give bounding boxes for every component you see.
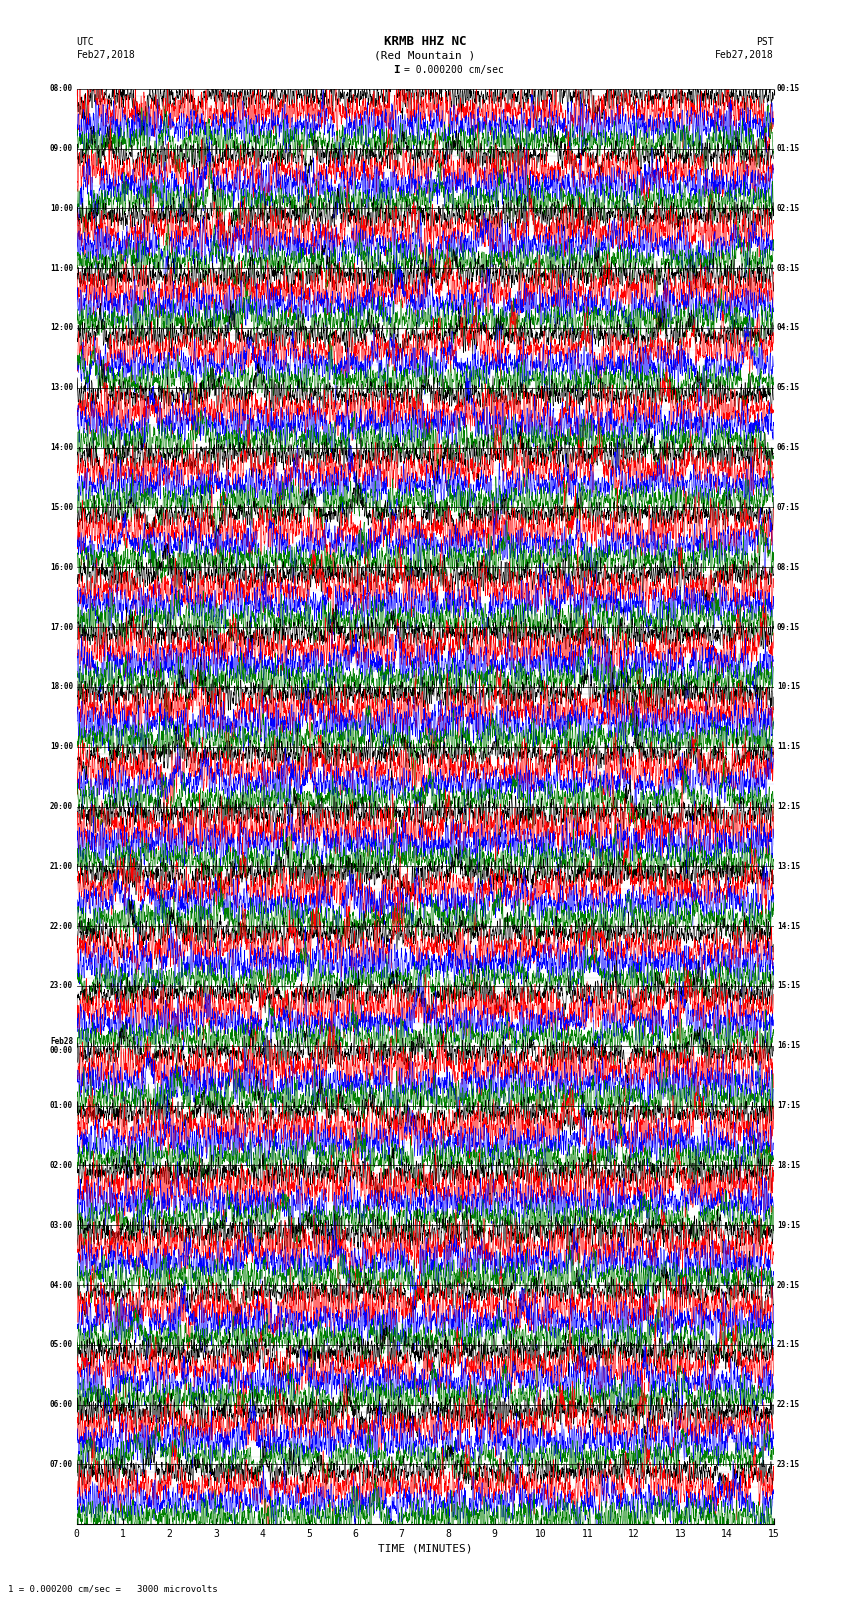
Text: 02:15: 02:15 <box>777 203 800 213</box>
Text: 06:15: 06:15 <box>777 444 800 452</box>
Text: Feb27,2018: Feb27,2018 <box>76 50 135 60</box>
Text: 23:15: 23:15 <box>777 1460 800 1469</box>
Text: 01:00: 01:00 <box>50 1102 73 1110</box>
Text: 14:00: 14:00 <box>50 444 73 452</box>
Text: 19:15: 19:15 <box>777 1221 800 1229</box>
Text: 20:00: 20:00 <box>50 802 73 811</box>
Text: Feb28: Feb28 <box>50 1037 73 1045</box>
Text: 17:00: 17:00 <box>50 623 73 632</box>
Text: PST: PST <box>756 37 774 47</box>
Text: 01:15: 01:15 <box>777 144 800 153</box>
Text: 05:00: 05:00 <box>50 1340 73 1350</box>
Text: 22:00: 22:00 <box>50 921 73 931</box>
Text: 00:00: 00:00 <box>50 1045 73 1055</box>
Text: 1 = 0.000200 cm/sec =   3000 microvolts: 1 = 0.000200 cm/sec = 3000 microvolts <box>8 1584 218 1594</box>
Text: 15:15: 15:15 <box>777 981 800 990</box>
Text: 16:00: 16:00 <box>50 563 73 571</box>
Text: Feb27,2018: Feb27,2018 <box>715 50 774 60</box>
Text: 21:00: 21:00 <box>50 861 73 871</box>
Text: 16:15: 16:15 <box>777 1042 800 1050</box>
X-axis label: TIME (MINUTES): TIME (MINUTES) <box>377 1544 473 1553</box>
Text: 19:00: 19:00 <box>50 742 73 752</box>
Text: (Red Mountain ): (Red Mountain ) <box>374 50 476 60</box>
Text: 09:00: 09:00 <box>50 144 73 153</box>
Text: 12:15: 12:15 <box>777 802 800 811</box>
Text: 04:15: 04:15 <box>777 324 800 332</box>
Text: 07:00: 07:00 <box>50 1460 73 1469</box>
Text: 17:15: 17:15 <box>777 1102 800 1110</box>
Text: 03:00: 03:00 <box>50 1221 73 1229</box>
Text: 11:00: 11:00 <box>50 263 73 273</box>
Text: 11:15: 11:15 <box>777 742 800 752</box>
Text: 08:15: 08:15 <box>777 563 800 571</box>
Text: 02:00: 02:00 <box>50 1161 73 1169</box>
Text: 08:00: 08:00 <box>50 84 73 94</box>
Text: 21:15: 21:15 <box>777 1340 800 1350</box>
Text: 06:00: 06:00 <box>50 1400 73 1410</box>
Text: 13:00: 13:00 <box>50 384 73 392</box>
Text: 09:15: 09:15 <box>777 623 800 632</box>
Text: 10:15: 10:15 <box>777 682 800 692</box>
Text: 00:15: 00:15 <box>777 84 800 94</box>
Text: KRMB HHZ NC: KRMB HHZ NC <box>383 35 467 48</box>
Text: UTC: UTC <box>76 37 94 47</box>
Text: 14:15: 14:15 <box>777 921 800 931</box>
Text: 18:00: 18:00 <box>50 682 73 692</box>
Text: I: I <box>393 65 400 74</box>
Text: 15:00: 15:00 <box>50 503 73 511</box>
Text: 04:00: 04:00 <box>50 1281 73 1289</box>
Text: 05:15: 05:15 <box>777 384 800 392</box>
Text: 20:15: 20:15 <box>777 1281 800 1289</box>
Text: 10:00: 10:00 <box>50 203 73 213</box>
Text: 03:15: 03:15 <box>777 263 800 273</box>
Text: 23:00: 23:00 <box>50 981 73 990</box>
Text: 22:15: 22:15 <box>777 1400 800 1410</box>
Text: 18:15: 18:15 <box>777 1161 800 1169</box>
Text: 12:00: 12:00 <box>50 324 73 332</box>
Text: 13:15: 13:15 <box>777 861 800 871</box>
Text: = 0.000200 cm/sec: = 0.000200 cm/sec <box>404 65 503 74</box>
Text: 07:15: 07:15 <box>777 503 800 511</box>
